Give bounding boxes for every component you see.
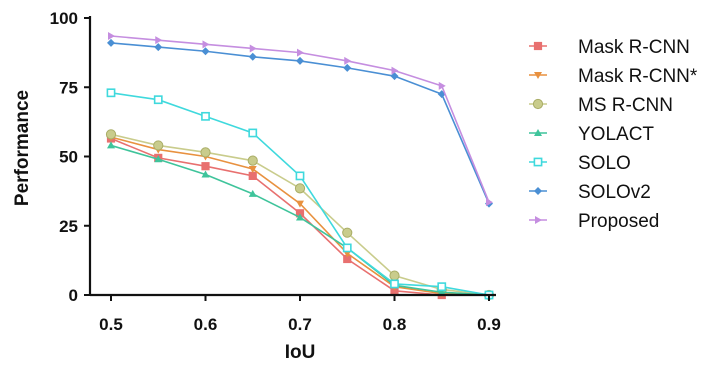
data-point-ms-r-cnn — [200, 147, 211, 158]
legend-label: Mask R-CNN* — [578, 66, 698, 87]
data-point-proposed — [249, 44, 257, 53]
data-point-solov2 — [390, 72, 399, 81]
x-tick-label: 0.6 — [194, 315, 218, 334]
y-tick-label: 25 — [59, 217, 78, 236]
data-point-solov2 — [107, 38, 115, 47]
data-point-yolact — [154, 155, 163, 163]
data-point-mask-r-cnn — [248, 165, 257, 173]
legend-swatch-marker — [534, 129, 542, 136]
x-tick-label: 0.9 — [477, 315, 501, 334]
data-point-mask-r-cnn — [296, 200, 304, 208]
legend-label: YOLACT — [578, 124, 654, 145]
data-point-ms-r-cnn — [342, 227, 353, 238]
legend-swatch-marker — [534, 187, 542, 195]
y-axis-title: Performance — [12, 90, 33, 206]
data-point-proposed — [202, 40, 210, 49]
data-point-solo — [295, 171, 305, 181]
y-tick-label: 75 — [59, 78, 78, 97]
legend-item-solov2: SOLOv2 — [529, 182, 651, 203]
data-point-proposed — [297, 48, 304, 57]
ticks-layer: 0 25 50 75 100 0.5 0.6 0.7 0.8 0.9 — [50, 9, 501, 334]
series-solo — [106, 88, 494, 300]
data-point-solo — [342, 243, 352, 253]
legend: Mask R-CNN Mask R-CNN* MS R-CNN YOLACT SOLO S… — [529, 37, 698, 232]
y-tick-label: 100 — [50, 9, 78, 28]
data-point-proposed — [486, 198, 493, 207]
data-point-solo — [248, 128, 258, 138]
data-point-yolact — [248, 189, 257, 197]
data-point-solo — [106, 88, 116, 98]
data-point-solo — [390, 279, 399, 289]
data-point-mask-r-cnn — [201, 162, 210, 171]
series-yolact — [107, 141, 493, 298]
data-point-mask-r-cnn — [248, 171, 257, 180]
y-tick-label: 50 — [59, 148, 78, 167]
legend-swatch-marker — [534, 72, 542, 79]
x-tick-label: 0.8 — [383, 315, 407, 334]
data-point-yolact — [437, 288, 446, 296]
data-point-yolact — [296, 213, 304, 221]
series-line-solo — [110, 91, 490, 296]
legend-swatch-marker — [533, 41, 543, 51]
series-solov2 — [107, 38, 493, 208]
legend-label: Mask R-CNN — [578, 37, 690, 58]
data-point-proposed — [391, 66, 399, 75]
data-point-solov2 — [343, 63, 352, 72]
data-point-proposed — [155, 36, 163, 45]
data-point-yolact — [107, 141, 115, 149]
data-point-proposed — [108, 32, 115, 41]
data-point-ms-r-cnn — [389, 270, 400, 281]
data-point-ms-r-cnn — [247, 155, 258, 166]
legend-item-mask-r-cnn: Mask R-CNN — [529, 37, 690, 58]
series-layer — [105, 32, 495, 301]
y-tick-label: 0 — [69, 286, 78, 305]
legend-label: MS R-CNN — [578, 95, 673, 116]
series-proposed — [108, 32, 493, 207]
legend-swatch-marker — [532, 98, 544, 110]
x-tick-label: 0.7 — [288, 315, 312, 334]
data-point-solov2 — [201, 47, 210, 56]
x-axis-title: IoU — [285, 342, 316, 363]
data-point-yolact — [201, 170, 210, 178]
legend-swatch-marker — [535, 216, 542, 224]
data-point-ms-r-cnn — [294, 183, 306, 194]
data-point-solo — [201, 111, 210, 121]
legend-label: Proposed — [578, 211, 659, 232]
data-point-solov2 — [296, 56, 304, 65]
legend-label: SOLOv2 — [578, 182, 651, 203]
legend-item-mask-r-cnn: Mask R-CNN* — [529, 66, 698, 87]
data-point-ms-r-cnn — [153, 140, 164, 151]
legend-label: SOLO — [578, 153, 631, 174]
legend-item-solo: SOLO — [529, 153, 631, 174]
legend-item-yolact: YOLACT — [529, 124, 654, 145]
data-point-solov2 — [248, 52, 257, 61]
data-point-proposed — [438, 81, 446, 90]
data-point-solo — [437, 282, 447, 292]
legend-item-ms-r-cnn: MS R-CNN — [529, 95, 673, 116]
data-point-solov2 — [154, 43, 163, 52]
legend-swatch-marker — [533, 157, 543, 167]
data-point-ms-r-cnn — [105, 129, 117, 140]
x-tick-label: 0.5 — [99, 315, 123, 334]
data-point-solo — [153, 95, 163, 105]
data-point-proposed — [344, 56, 352, 65]
legend-item-proposed: Proposed — [529, 211, 659, 232]
